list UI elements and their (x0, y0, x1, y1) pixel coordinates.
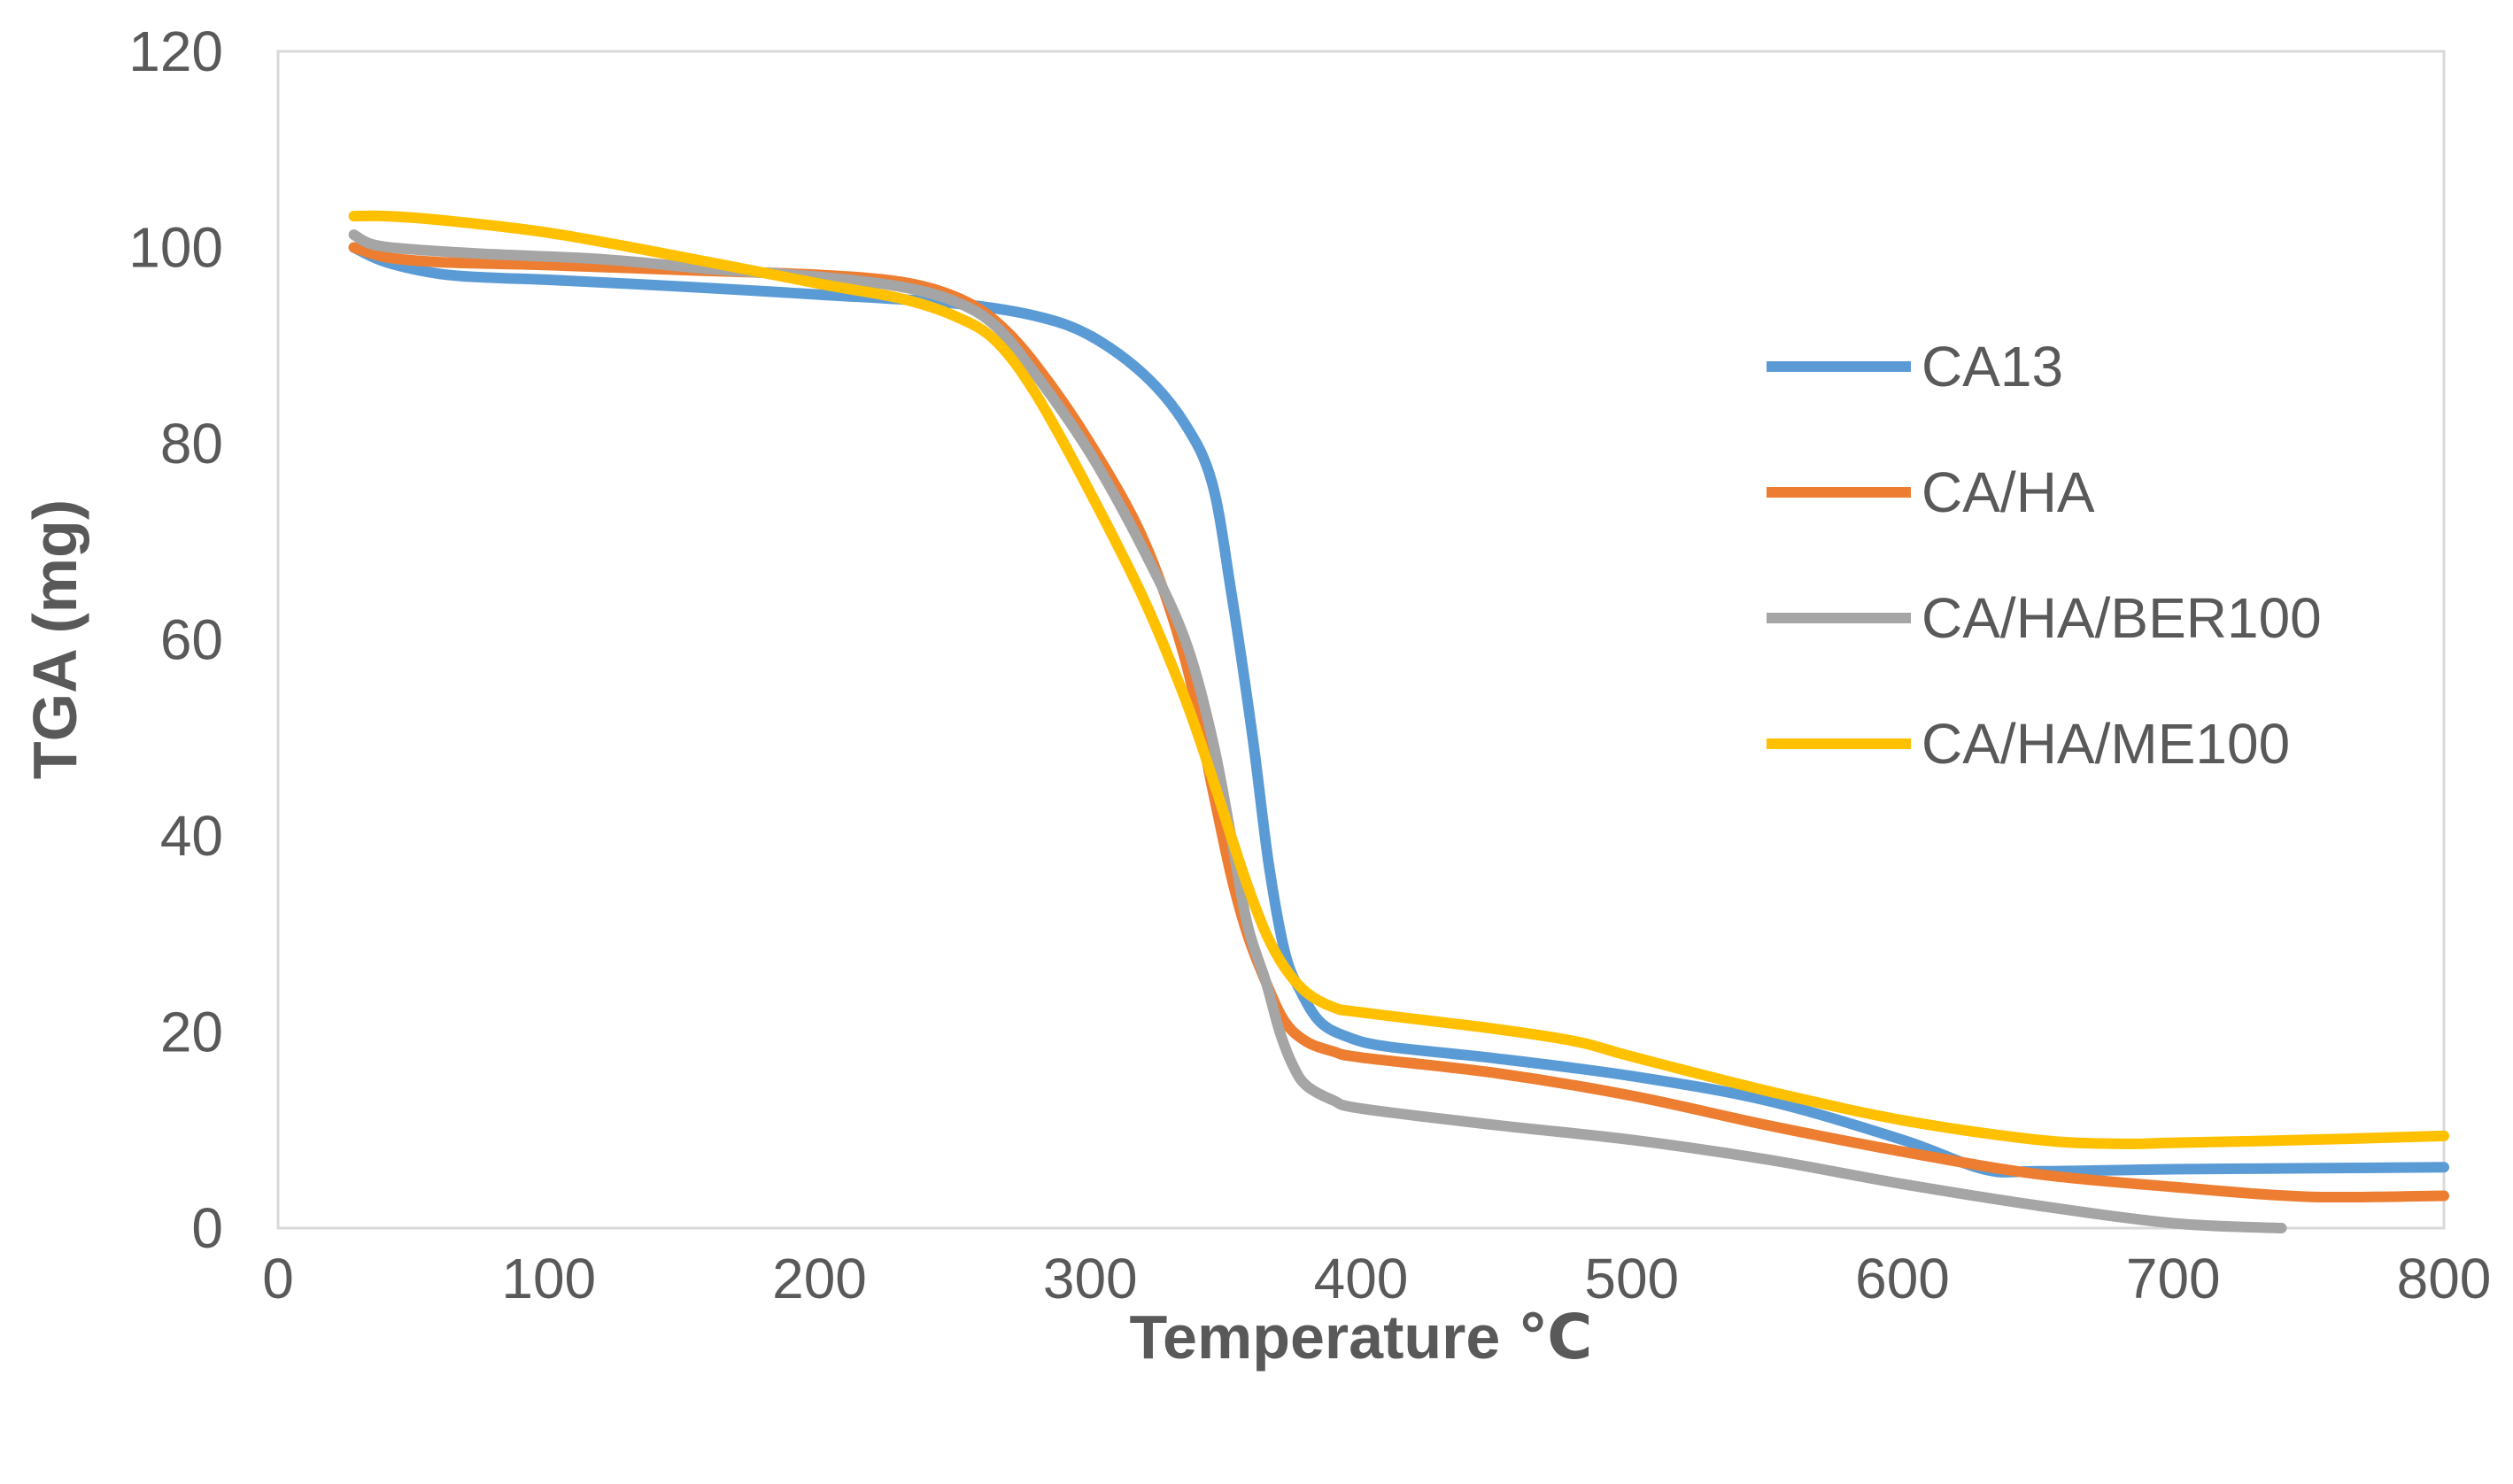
legend: CA13 CA/HA CA/HA/BER100 CA/HA/ME100 (1767, 335, 2322, 776)
y-tick-label: 60 (160, 608, 223, 672)
x-tick-label: 0 (262, 1247, 294, 1310)
x-tick-label: 400 (1314, 1247, 1409, 1310)
series-line-ca-ha-me100 (348, 210, 2449, 1149)
x-tick-label: 500 (1584, 1247, 1679, 1310)
y-axis-title: TGA (mg) (20, 499, 89, 779)
y-tick-label: 80 (160, 412, 223, 475)
legend-label-ca-ha-ber100: CA/HA/BER100 (1921, 586, 2322, 650)
y-tick-label: 0 (191, 1196, 223, 1260)
x-axis-ticks: 0 100 200 300 400 500 600 700 800 (262, 1247, 2491, 1310)
legend-label-ca-ha-me100: CA/HA/ME100 (1921, 712, 2290, 776)
y-axis-ticks: 0 20 40 60 80 100 120 (128, 19, 223, 1260)
x-tick-label: 800 (2397, 1247, 2492, 1310)
x-tick-label: 700 (2126, 1247, 2221, 1310)
x-tick-label: 300 (1043, 1247, 1138, 1310)
x-tick-label: 200 (772, 1247, 867, 1310)
x-axis-title: Temperature ℃ (1129, 1302, 1592, 1372)
x-tick-label: 100 (501, 1247, 596, 1310)
y-tick-label: 40 (160, 804, 223, 868)
y-tick-label: 100 (128, 216, 223, 280)
series-group (348, 210, 2449, 1233)
legend-label-ca13: CA13 (1921, 335, 2063, 398)
y-tick-label: 20 (160, 1001, 223, 1064)
legend-label-ca-ha: CA/HA (1921, 460, 2095, 524)
y-tick-label: 120 (128, 19, 223, 83)
x-tick-label: 600 (1855, 1247, 1950, 1310)
